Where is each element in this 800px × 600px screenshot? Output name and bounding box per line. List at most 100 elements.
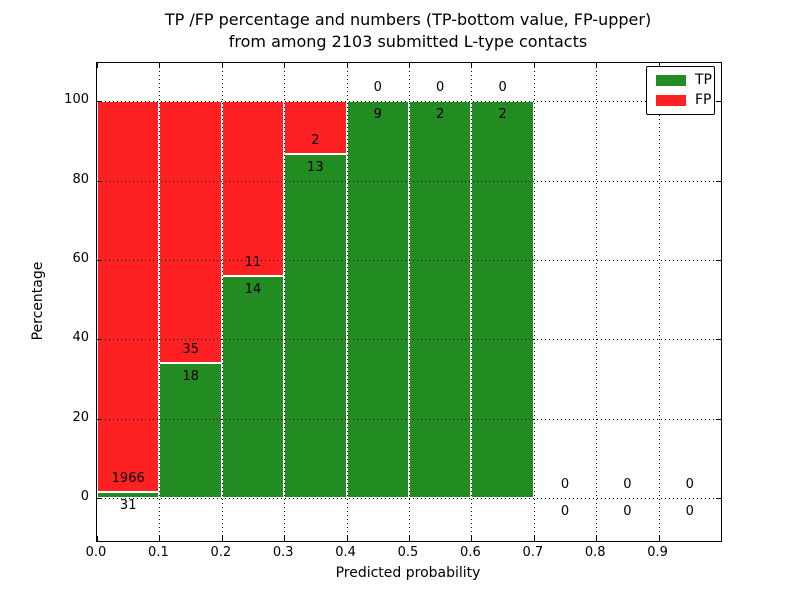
chart-title: TP /FP percentage and numbers (TP-bottom… xyxy=(0,9,800,53)
x-tick-mark xyxy=(409,536,410,541)
vertical-gridline xyxy=(658,63,660,541)
x-tick-label: 0.6 xyxy=(460,545,481,560)
x-tick-mark xyxy=(596,536,598,541)
tp-count-label: 2 xyxy=(436,107,445,123)
y-tick-mark xyxy=(97,339,102,341)
legend-swatch-tp xyxy=(656,75,686,87)
vertical-gridline xyxy=(159,63,161,541)
chart-title-line2: from among 2103 submitted L-type contact… xyxy=(228,32,588,51)
y-tick-mark xyxy=(97,101,102,103)
x-axis-label: Predicted probability xyxy=(335,565,481,581)
x-tick-mark xyxy=(533,536,535,541)
y-tick-label: 80 xyxy=(72,171,89,187)
fp-count-label: 0 xyxy=(623,477,632,493)
legend-entry-fp: FP xyxy=(656,92,712,108)
y-tick-mark-right xyxy=(716,101,721,103)
vertical-gridline xyxy=(596,63,598,541)
tp-count-label: 13 xyxy=(307,160,324,176)
x-tick-label: 0.3 xyxy=(272,545,294,560)
x-tick-mark-top xyxy=(596,63,598,68)
tp-count-label: 0 xyxy=(560,504,570,520)
x-tick-mark xyxy=(221,536,223,541)
tp-count-label: 0 xyxy=(623,504,632,520)
legend: TP FP xyxy=(646,66,715,115)
vertical-gridline xyxy=(221,63,223,541)
x-tick-mark xyxy=(471,536,473,541)
x-tick-mark-top xyxy=(346,63,348,68)
x-tick-mark xyxy=(159,536,161,541)
tp-count-label: 2 xyxy=(498,107,507,123)
x-tick-label: 0.9 xyxy=(647,545,668,560)
y-tick-label: 40 xyxy=(72,330,89,346)
tp-count-label: 31 xyxy=(119,497,137,513)
x-tick-mark-top xyxy=(533,63,535,68)
tp-count-label: 14 xyxy=(244,281,262,297)
fp-count-label: 2 xyxy=(311,133,320,149)
x-tick-mark-top xyxy=(221,63,223,68)
x-tick-label: 0.5 xyxy=(397,545,419,560)
y-tick-label: 60 xyxy=(72,250,89,266)
tp-count-label: 0 xyxy=(685,504,694,520)
fp-bar-segment xyxy=(221,101,285,276)
legend-label-tp: TP xyxy=(695,72,712,89)
legend-swatch-fp xyxy=(656,94,686,106)
tp-count-label: 18 xyxy=(182,369,199,385)
x-tick-mark-top xyxy=(409,63,410,68)
x-tick-label: 0.7 xyxy=(522,545,544,560)
fp-bar-segment xyxy=(159,101,222,364)
y-tick-mark xyxy=(97,259,102,261)
fp-count-label: 0 xyxy=(560,477,570,493)
y-tick-mark-right xyxy=(716,418,721,420)
y-tick-mark xyxy=(97,418,102,420)
vertical-gridline xyxy=(346,63,348,541)
tp-bar-segment xyxy=(346,101,409,499)
x-tick-label: 0.0 xyxy=(85,545,107,560)
x-tick-label: 0.1 xyxy=(148,545,169,560)
x-tick-mark xyxy=(346,536,348,541)
y-axis-label: Percentage xyxy=(30,261,46,341)
x-tick-mark-top xyxy=(159,63,161,68)
y-tick-mark-right xyxy=(716,498,721,500)
fp-count-label: 0 xyxy=(498,80,507,96)
chart-title-line1: TP /FP percentage and numbers (TP-bottom… xyxy=(164,10,652,29)
x-tick-mark-top xyxy=(658,63,660,68)
fp-count-label: 0 xyxy=(436,80,445,96)
x-tick-label: 0.2 xyxy=(210,545,232,560)
y-tick-label: 20 xyxy=(72,409,89,425)
fp-count-label: 35 xyxy=(182,342,199,358)
y-tick-mark-right xyxy=(716,339,721,341)
y-tick-mark xyxy=(97,498,102,500)
legend-entry-tp: TP xyxy=(656,73,712,88)
x-tick-mark-top xyxy=(97,63,98,68)
tp-bar-segment xyxy=(409,101,472,499)
vertical-gridline xyxy=(409,63,410,541)
fp-count-label: 11 xyxy=(244,254,262,270)
y-tick-label: 0 xyxy=(80,489,89,505)
vertical-gridline xyxy=(284,63,286,541)
tp-count-label: 9 xyxy=(373,107,382,123)
fp-count-label: 1966 xyxy=(111,470,145,486)
tp-bar-segment xyxy=(97,491,160,499)
fp-bar-segment xyxy=(97,101,160,492)
x-tick-mark xyxy=(97,536,98,541)
x-tick-label: 0.4 xyxy=(335,545,356,560)
y-tick-mark xyxy=(97,180,102,182)
x-tick-mark-top xyxy=(471,63,473,68)
y-tick-mark-right xyxy=(716,259,721,261)
x-tick-mark-top xyxy=(284,63,286,68)
vertical-gridline xyxy=(533,63,535,541)
tp-bar-segment xyxy=(221,275,285,499)
plot-area: TP FP 1966 31 35 18 11 14 2 13 0 9 0 2 0 2 0 0 0 0 0 0 xyxy=(96,62,722,542)
fp-count-label: 0 xyxy=(685,477,694,493)
y-tick-label: 100 xyxy=(64,92,89,108)
fp-count-label: 0 xyxy=(373,80,382,96)
tp-bar-segment xyxy=(159,363,222,499)
tp-bar-segment xyxy=(284,154,347,499)
x-tick-mark xyxy=(658,536,660,541)
legend-label-fp: FP xyxy=(695,91,712,108)
x-tick-label: 0.8 xyxy=(584,545,606,560)
y-tick-mark-right xyxy=(716,180,721,182)
tp-bar-segment xyxy=(471,101,534,499)
vertical-gridline xyxy=(471,63,473,541)
